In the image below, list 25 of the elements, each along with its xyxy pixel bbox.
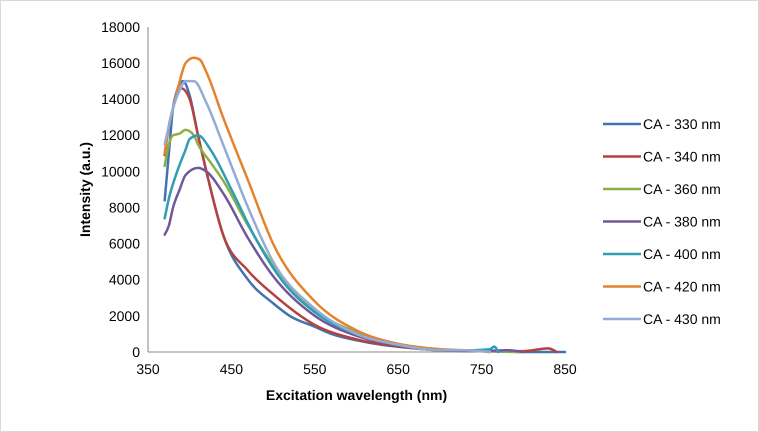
- y-tick-label: 12000: [101, 127, 140, 144]
- x-tick-label: 650: [386, 361, 410, 377]
- y-tick-label: 8000: [108, 199, 140, 216]
- x-tick-label: 350: [136, 361, 160, 377]
- legend-label: CA - 420 nm: [643, 278, 721, 294]
- x-tick-label: 750: [470, 361, 494, 377]
- y-tick-label: 10000: [101, 163, 140, 180]
- x-tick-label: 550: [303, 361, 327, 377]
- y-tick-label: 16000: [101, 55, 140, 72]
- y-tick-label: 6000: [108, 236, 140, 252]
- legend-label: CA - 340 nm: [643, 148, 721, 164]
- y-tick-label: 14000: [101, 91, 140, 108]
- y-tick-label: 2000: [108, 308, 140, 324]
- y-tick-label: 4000: [108, 272, 140, 288]
- legend-label: CA - 400 nm: [643, 246, 721, 262]
- legend-label: CA - 330 nm: [643, 116, 721, 132]
- legend-label: CA - 380 nm: [643, 213, 721, 230]
- x-axis-title: Excitation wavelength (nm): [266, 387, 448, 403]
- y-tick-label: 0: [132, 344, 140, 360]
- x-tick-label: 450: [220, 361, 244, 377]
- y-tick-label: 18000: [101, 18, 140, 35]
- legend-label: CA - 430 nm: [643, 310, 721, 327]
- legend-label: CA - 360 nm: [643, 180, 721, 197]
- x-tick-label: 850: [553, 361, 577, 377]
- y-axis-title: Intensity (a.u.): [77, 142, 93, 237]
